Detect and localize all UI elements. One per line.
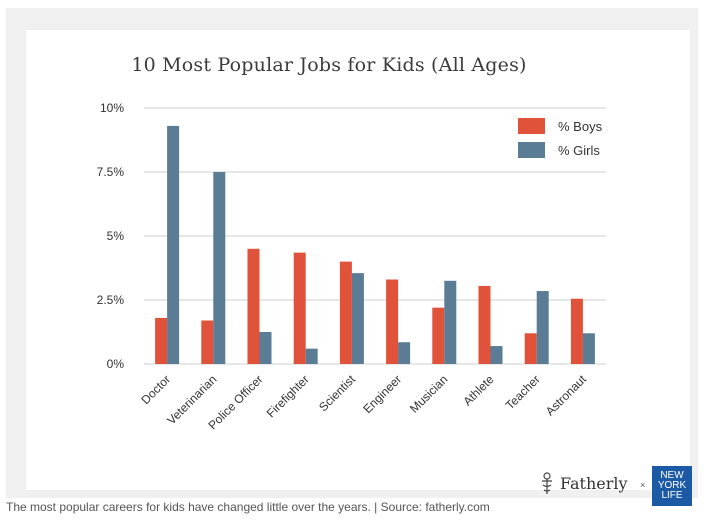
nyl-line: NEW: [660, 470, 684, 481]
bar-girls: [213, 172, 226, 364]
bar-chart: 0%2.5%5%7.5%10% DoctorVeterinarianPolice…: [97, 101, 606, 432]
y-tick-label: 0%: [107, 357, 125, 371]
fatherly-logo-icon: [542, 472, 552, 494]
x-tick-label: Astronaut: [543, 372, 590, 419]
bar-girls: [582, 333, 595, 364]
bar-girls: [444, 280, 457, 364]
fatherly-wordmark: Fatherly: [560, 474, 628, 493]
legend-label: % Girls: [558, 143, 600, 158]
y-tick-label: 10%: [100, 101, 124, 115]
bar-girls: [398, 342, 411, 364]
x-tick-label: Engineer: [360, 372, 404, 416]
bar-boys: [570, 298, 583, 364]
bar-boys: [524, 333, 537, 364]
figure-caption: The most popular careers for kids have c…: [6, 500, 490, 514]
x-tick-label: Doctor: [138, 372, 173, 407]
bar-boys: [155, 317, 168, 364]
x-tick-label: Teacher: [503, 372, 543, 412]
times-separator: ×: [640, 480, 646, 490]
bar-boys: [386, 279, 399, 364]
x-tick-label: Athlete: [460, 372, 497, 409]
bar-girls: [536, 291, 549, 364]
chart-title: 10 Most Popular Jobs for Kids (All Ages): [131, 54, 527, 76]
bar-girls: [490, 346, 503, 364]
legend-label: % Boys: [558, 119, 603, 134]
legend-swatch: [518, 142, 545, 158]
figure-frame: 10 Most Popular Jobs for Kids (All Ages)…: [6, 8, 698, 506]
nyl-line: LIFE: [661, 490, 683, 501]
bar-boys: [293, 252, 306, 364]
new-york-life-logo: NEW YORK LIFE: [652, 466, 692, 506]
x-tick-label: Scientist: [316, 372, 358, 414]
x-tick-label: Musician: [407, 372, 450, 415]
bar-boys: [247, 248, 260, 364]
y-tick-label: 5%: [107, 229, 125, 243]
bar-girls: [305, 348, 318, 364]
bar-boys: [339, 261, 352, 364]
y-tick-label: 2.5%: [97, 293, 125, 307]
bar-girls: [167, 125, 180, 364]
legend-swatch: [518, 118, 545, 134]
bar-girls: [351, 273, 364, 364]
x-tick-label: Firefighter: [264, 372, 312, 420]
bar-boys: [432, 307, 445, 364]
nyl-line: YORK: [657, 480, 687, 491]
bar-boys: [201, 320, 214, 364]
bar-girls: [259, 332, 272, 364]
chart-card: 10 Most Popular Jobs for Kids (All Ages)…: [26, 30, 692, 506]
branding: Fatherly × NEW YORK LIFE: [538, 466, 706, 508]
bar-boys: [478, 285, 491, 364]
y-tick-label: 7.5%: [97, 165, 125, 179]
